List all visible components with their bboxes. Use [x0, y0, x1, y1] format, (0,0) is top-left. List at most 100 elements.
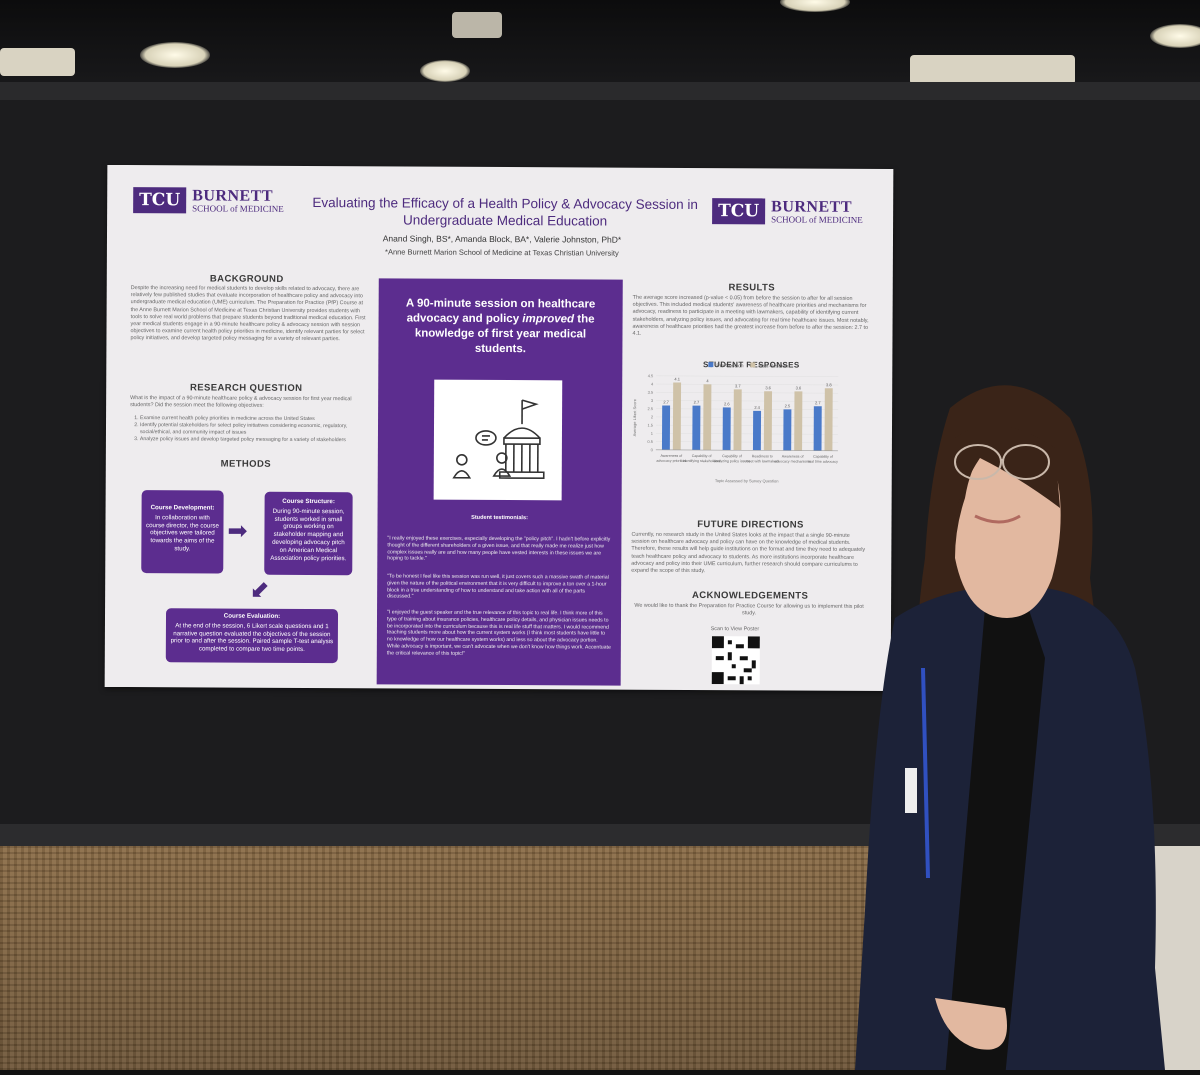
bar-value-label: 2.7: [815, 400, 821, 405]
legend-label-pre: Pre-Session: [716, 363, 743, 369]
poster-authors: Anand Singh, BS*, Amanda Block, BA*, Val…: [317, 233, 687, 245]
advocacy-capitol-icon: [434, 380, 563, 501]
bar-pre-session: [662, 405, 670, 449]
tcu-box: TCU: [712, 198, 765, 224]
grid-line: [656, 409, 838, 410]
poster-title: Evaluating the Efficacy of a Health Poli…: [303, 194, 707, 230]
bar-value-label: 3.8: [826, 382, 832, 387]
acknowledgements-text: We would like to thank the Preparation f…: [631, 603, 867, 619]
name-badge: [905, 768, 917, 813]
x-axis-line: [656, 450, 838, 451]
arrow-right-icon: ➡: [227, 520, 247, 544]
bar-value-label: 2.4: [754, 405, 760, 410]
legend-label-post: Post-Session: [758, 363, 788, 369]
course-structure-box: Course Structure: During 90-minute sessi…: [264, 492, 352, 575]
bar-pre-session: [692, 406, 700, 450]
bar-post-session: [764, 391, 772, 450]
objective-item: Identify potential stakeholders for sele…: [140, 422, 370, 437]
course-structure-text: During 90-minute session, students worke…: [270, 508, 346, 562]
course-development-text: In collaboration with course director, t…: [146, 514, 219, 552]
grid-line: [656, 392, 838, 393]
grid-line: [656, 425, 838, 426]
ceiling-light: [420, 60, 470, 82]
future-directions-heading: FUTURE DIRECTIONS: [625, 519, 875, 531]
poster-affiliation: *Anne Burnett Marion School of Medicine …: [317, 247, 687, 258]
y-axis-label: Average Likert Score: [632, 398, 637, 436]
bar-post-session: [703, 384, 711, 450]
scan-label: Scan to View Poster: [685, 626, 785, 634]
course-evaluation-text: At the end of the session, 6 Likert scal…: [171, 622, 334, 653]
testimonials-label: Student testimonials:: [378, 514, 622, 521]
x-tick-label: Capability of: [722, 454, 742, 458]
background-heading: BACKGROUND: [127, 273, 367, 285]
bar-value-label: 2.5: [785, 403, 791, 408]
acknowledgements-heading: ACKNOWLEDGEMENTS: [625, 590, 875, 602]
bar-value-label: 2.7: [694, 400, 700, 405]
background-text: Despite the increasing need for medical …: [130, 285, 366, 344]
bar-pre-session: [783, 409, 791, 450]
future-directions-text: Currently, no research study in the Unit…: [631, 532, 867, 576]
presenter-person: [855, 378, 1200, 1070]
ceiling-light: [780, 0, 850, 12]
testimonial-quote: "To be honest I feel like this session w…: [387, 573, 611, 601]
presenter-figure: [855, 378, 1200, 1070]
tcu-box: TCU: [133, 187, 186, 213]
course-evaluation-title: Course Evaluation:: [170, 612, 334, 621]
capitol-people-icon: [434, 380, 563, 501]
course-development-box: Course Development: In collaboration wit…: [141, 490, 223, 573]
grid-line: [656, 376, 838, 377]
ceiling-light: [1150, 24, 1200, 48]
x-tick-label: Readiness to: [752, 454, 773, 458]
bar-value-label: 4.1: [674, 376, 680, 381]
logo-name: BURNETT: [192, 188, 284, 204]
x-tick-label: advocacy mechanisms: [774, 459, 811, 463]
y-tick-label: 2.5: [648, 406, 654, 411]
y-tick-label: 1.5: [647, 423, 653, 428]
results-text: The average score increased (p-value < 0…: [632, 295, 868, 339]
bar-pre-session: [753, 411, 761, 451]
bar-value-label: 3.6: [765, 385, 771, 390]
methods-heading: METHODS: [126, 458, 366, 470]
bar-pre-session: [723, 407, 731, 450]
logo-name: BURNETT: [771, 199, 863, 215]
grid-line: [656, 442, 838, 443]
bar-value-label: 2.7: [663, 399, 669, 404]
x-tick-label: Awareness of: [782, 454, 804, 458]
testimonial-quote: "I enjoyed the guest speaker and the tru…: [387, 609, 611, 658]
ceiling-fixture: [452, 12, 502, 38]
headline-emphasis: improved: [522, 313, 574, 325]
bar-post-session: [734, 389, 742, 450]
x-tick-label: real time advocacy: [808, 460, 838, 464]
y-tick-label: 0: [651, 447, 654, 452]
bar-post-session: [794, 391, 802, 450]
y-tick-label: 4: [651, 382, 654, 387]
grid-line: [656, 400, 838, 401]
bar-post-session: [673, 382, 681, 449]
logo-school: SCHOOL of MEDICINE: [771, 215, 863, 224]
ceiling-fixture: [910, 55, 1075, 85]
course-development-title: Course Development:: [146, 504, 220, 512]
y-tick-label: 4.5: [648, 373, 654, 378]
ceiling: [0, 0, 1200, 95]
x-tick-label: Capability of: [813, 455, 833, 459]
qr-code[interactable]: [712, 636, 760, 684]
bar-value-label: 2.6: [724, 401, 730, 406]
objectives-list: Examine current health policy priorities…: [126, 415, 370, 444]
y-tick-label: 0.5: [647, 439, 653, 444]
testimonial-quote: "I really enjoyed these exercises, espec…: [387, 535, 611, 563]
results-heading: RESULTS: [627, 282, 877, 294]
research-question-heading: RESEARCH QUESTION: [126, 382, 366, 394]
objective-item: Analyze policy issues and develop target…: [140, 436, 370, 444]
arrow-down-left-icon: ➡: [244, 574, 275, 605]
key-finding-panel: A 90-minute session on healthcare advoca…: [377, 278, 623, 685]
legend-swatch-post: [750, 362, 755, 367]
grid-line: [656, 417, 838, 418]
y-tick-label: 1: [651, 431, 654, 436]
ceiling-light: [140, 42, 210, 68]
x-tick-label: Awareness of: [660, 454, 682, 458]
